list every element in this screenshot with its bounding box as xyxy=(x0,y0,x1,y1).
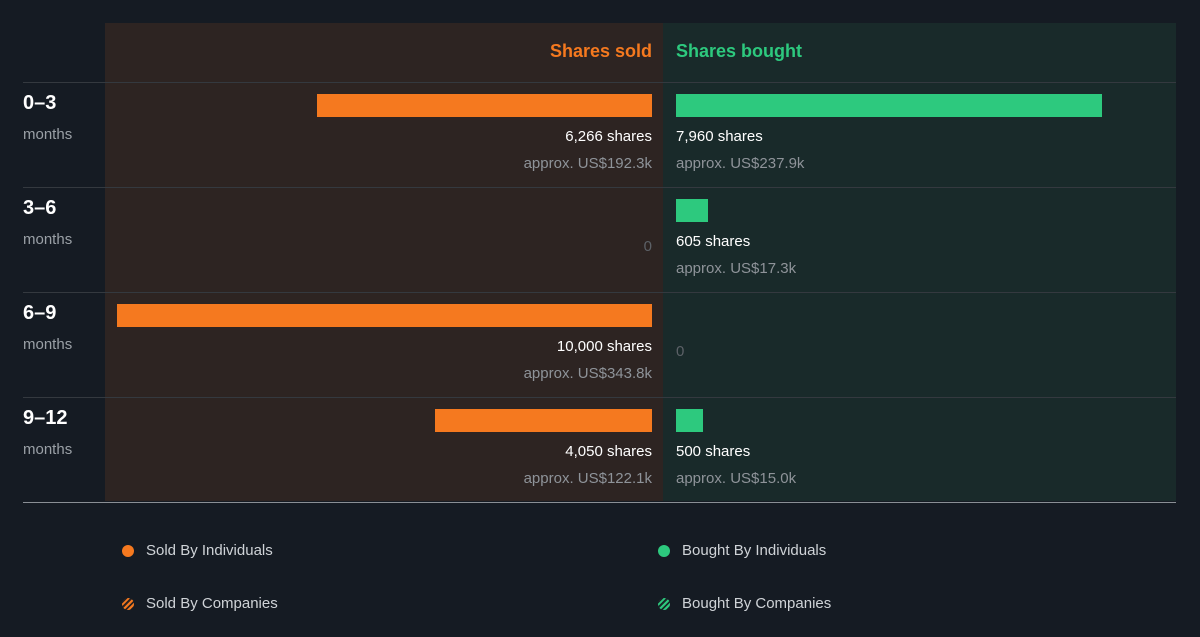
period-sublabel: months xyxy=(23,441,73,458)
sold-zero-value: 0 xyxy=(643,238,652,255)
legend-sold-companies: Sold By Companies xyxy=(122,595,278,613)
period-sublabel: months xyxy=(23,126,73,143)
bought-bar xyxy=(676,199,708,222)
bought-shares-value: 500 shares xyxy=(676,443,751,460)
period-label: 3–6 xyxy=(23,197,57,219)
sold-bar xyxy=(117,304,652,327)
bought-bar xyxy=(676,94,1102,117)
orange-hatched-dot-icon xyxy=(122,598,134,610)
orange-dot-icon xyxy=(122,545,134,557)
sold-approx-value: approx. US$343.8k xyxy=(523,365,652,382)
period-sublabel: months xyxy=(23,231,73,248)
legend-label: Sold By Companies xyxy=(146,595,278,612)
row-separator xyxy=(23,292,1176,293)
bought-shares-value: 7,960 shares xyxy=(676,128,763,145)
bought-approx-value: approx. US$15.0k xyxy=(676,470,797,487)
sold-shares-value: 4,050 shares xyxy=(565,443,652,460)
period-label: 6–9 xyxy=(23,302,57,324)
legend-label: Bought By Individuals xyxy=(682,542,827,559)
legend-sold-individuals: Sold By Individuals xyxy=(122,542,273,560)
row-separator xyxy=(23,187,1176,188)
bought-approx-value: approx. US$237.9k xyxy=(676,155,805,172)
header-shares-sold: Shares sold xyxy=(549,41,652,61)
green-dot-icon xyxy=(658,545,670,557)
legend-bought-companies: Bought By Companies xyxy=(658,595,831,613)
row-separator xyxy=(23,82,1176,83)
period-label: 0–3 xyxy=(23,92,57,114)
bought-bar xyxy=(676,409,703,432)
sold-shares-value: 6,266 shares xyxy=(565,128,652,145)
legend-label: Bought By Companies xyxy=(682,595,832,612)
sold-bar xyxy=(435,409,652,432)
row-separator xyxy=(23,397,1176,398)
period-label: 9–12 xyxy=(23,407,68,429)
sold-approx-value: approx. US$122.1k xyxy=(523,470,652,487)
header-shares-bought: Shares bought xyxy=(676,41,803,61)
sold-shares-value: 10,000 shares xyxy=(556,338,652,355)
sold-bar xyxy=(317,94,652,117)
green-hatched-dot-icon xyxy=(658,598,670,610)
legend-bought-individuals: Bought By Individuals xyxy=(658,542,826,560)
bought-zero-value: 0 xyxy=(676,343,685,360)
row-separator xyxy=(23,502,1176,503)
legend-label: Sold By Individuals xyxy=(146,542,273,559)
period-sublabel: months xyxy=(23,336,73,353)
bought-shares-value: 605 shares xyxy=(676,233,751,250)
sold-approx-value: approx. US$192.3k xyxy=(523,155,652,172)
bought-approx-value: approx. US$17.3k xyxy=(676,260,797,277)
